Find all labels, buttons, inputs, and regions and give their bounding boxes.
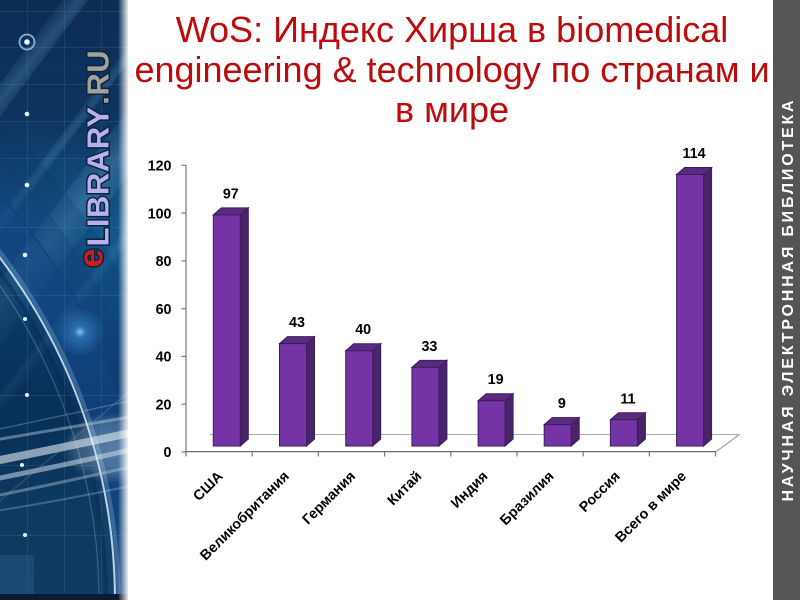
- svg-text:США: США: [190, 469, 226, 505]
- svg-text:80: 80: [156, 254, 172, 270]
- svg-text:60: 60: [156, 302, 172, 318]
- svg-text:9: 9: [558, 396, 566, 412]
- svg-text:Германия: Германия: [300, 469, 359, 528]
- svg-text:40: 40: [355, 322, 371, 338]
- svg-text:97: 97: [223, 186, 239, 202]
- svg-text:Россия: Россия: [576, 469, 623, 516]
- svg-text:Всего в мире: Всего в мире: [612, 468, 689, 545]
- svg-text:11: 11: [620, 391, 635, 407]
- svg-text:e: e: [73, 249, 111, 268]
- svg-text:0: 0: [164, 445, 172, 461]
- svg-text:20: 20: [156, 397, 172, 413]
- svg-text:114: 114: [683, 146, 706, 162]
- svg-text:40: 40: [156, 350, 172, 366]
- svg-text:19: 19: [488, 372, 504, 388]
- svg-text:120: 120: [148, 159, 172, 175]
- svg-text:43: 43: [289, 315, 305, 331]
- svg-text:100: 100: [148, 206, 172, 222]
- svg-text:НАУЧНАЯ ЭЛЕКТРОННАЯ БИБЛИОТЕКА: НАУЧНАЯ ЭЛЕКТРОННАЯ БИБЛИОТЕКА: [780, 98, 797, 502]
- svg-text:33: 33: [421, 339, 437, 355]
- svg-text:Китай: Китай: [385, 469, 425, 509]
- svg-text:.RU: .RU: [81, 50, 116, 105]
- svg-text:Бразилия: Бразилия: [497, 469, 557, 529]
- svg-text:Индия: Индия: [448, 469, 491, 512]
- svg-text:LIBRARY: LIBRARY: [81, 106, 116, 246]
